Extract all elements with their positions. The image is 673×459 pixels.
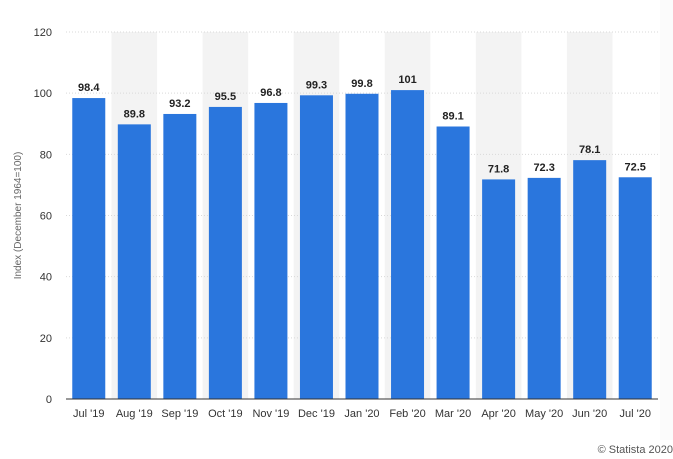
x-tick-label: Apr '20 — [481, 408, 516, 420]
bar-value-label: 98.4 — [78, 82, 100, 94]
x-tick-label: Dec '19 — [298, 408, 335, 420]
bar[interactable] — [299, 95, 333, 400]
bar-value-label: 72.5 — [625, 161, 646, 173]
bar[interactable] — [618, 177, 652, 399]
bar[interactable] — [208, 106, 242, 399]
bar-value-label: 72.3 — [533, 162, 554, 174]
x-tick-label: May '20 — [525, 408, 563, 420]
bar-value-label: 101 — [398, 74, 416, 86]
x-tick-label: Feb '20 — [389, 408, 425, 420]
x-tick-label: Mar '20 — [435, 408, 471, 420]
bar-value-label: 71.8 — [488, 163, 509, 175]
y-tick-label: 80 — [40, 149, 52, 161]
bar-value-label: 89.8 — [124, 108, 145, 120]
x-tick-label: Oct '19 — [208, 408, 243, 420]
bars — [72, 90, 652, 400]
data-labels: 98.4 89.8 93.2 95.5 96.8 99.3 99.8 101 89.1 71.8 7… — [78, 74, 646, 175]
x-tick-label: Nov '19 — [252, 408, 289, 420]
bar[interactable] — [391, 90, 425, 399]
bar-value-label: 99.8 — [351, 78, 372, 90]
y-tick-label: 120 — [34, 27, 52, 39]
y-tick-label: 100 — [34, 88, 52, 100]
bar-value-label: 78.1 — [579, 144, 600, 156]
x-tick-label: Jun '20 — [572, 408, 607, 420]
x-tick-label: Sep '19 — [161, 408, 198, 420]
y-axis-ticks: 0 20 40 60 80 100 120 — [34, 27, 52, 406]
statista-credit[interactable]: © Statista 2020 — [597, 444, 673, 456]
bar[interactable] — [527, 177, 561, 399]
bar[interactable] — [163, 113, 197, 400]
y-tick-label: 60 — [40, 211, 52, 223]
bar[interactable] — [436, 126, 470, 399]
x-tick-label: Jan '20 — [344, 408, 379, 420]
bar[interactable] — [117, 124, 151, 399]
y-tick-label: 0 — [46, 394, 52, 406]
bar-value-label: 99.3 — [306, 79, 327, 91]
bar-value-label: 93.2 — [169, 98, 190, 110]
bar[interactable] — [72, 98, 106, 399]
y-tick-label: 40 — [40, 272, 52, 284]
x-axis-ticks: Jul '19 Aug '19 Sep '19 Oct '19 Nov '19 Dec '… — [73, 408, 651, 420]
bar[interactable] — [345, 93, 379, 400]
bar-chart: 0 20 40 60 80 100 120 98.4 89.8 93.2 95.5 96.8 99.3… — [13, 27, 658, 420]
bar[interactable] — [573, 160, 607, 399]
panel-edge — [660, 0, 673, 440]
bar-value-label: 96.8 — [260, 87, 281, 99]
bar[interactable] — [254, 102, 288, 399]
x-tick-label: Aug '19 — [116, 408, 153, 420]
bar-value-label: 89.1 — [442, 111, 463, 123]
x-tick-label: Jul '19 — [73, 408, 104, 420]
x-tick-label: Jul '20 — [620, 408, 651, 420]
bar-value-label: 95.5 — [215, 91, 236, 103]
bar[interactable] — [482, 179, 516, 399]
y-axis-title: Index (December 1964=100) — [13, 152, 24, 280]
y-tick-label: 20 — [40, 333, 52, 345]
